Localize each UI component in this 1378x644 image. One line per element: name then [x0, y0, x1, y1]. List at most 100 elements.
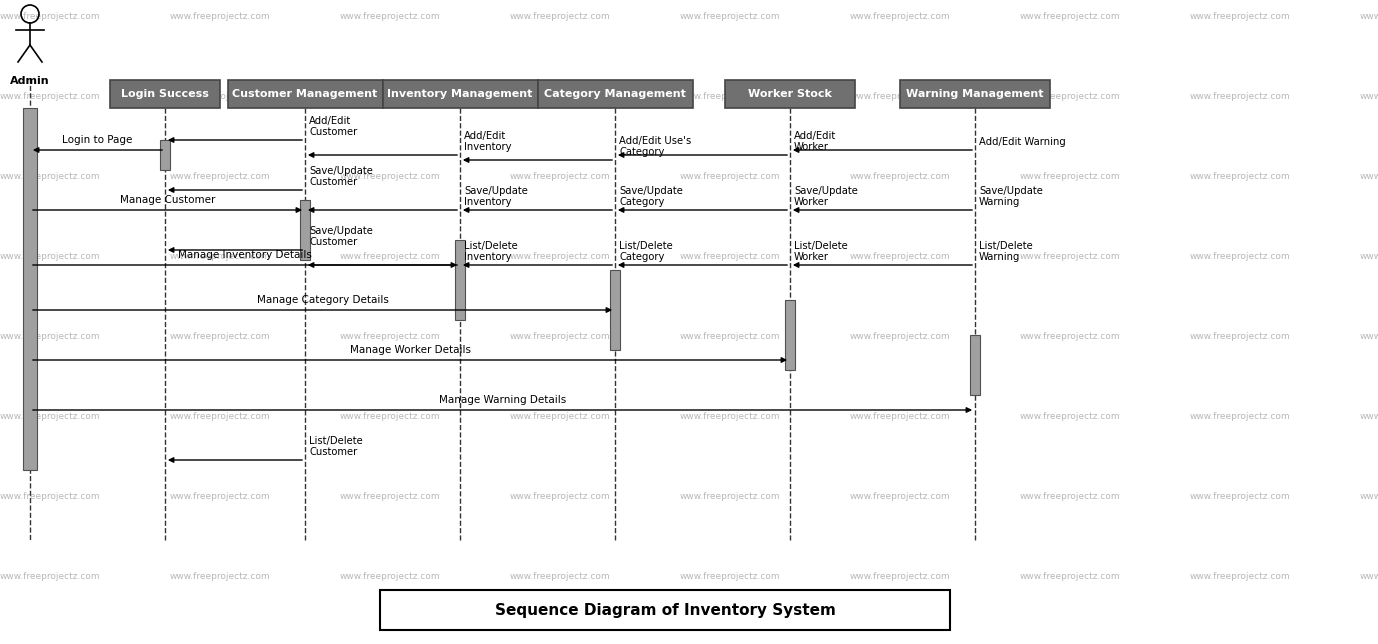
Text: Login Success: Login Success: [121, 89, 209, 99]
Text: www.freeprojectz.com: www.freeprojectz.com: [510, 572, 610, 581]
Text: Add/Edit
Inventory: Add/Edit Inventory: [464, 131, 511, 152]
Text: Save/Update
Customer: Save/Update Customer: [309, 166, 373, 187]
Text: www.freeprojectz.com: www.freeprojectz.com: [510, 92, 610, 101]
Text: www.freeprojectz.com: www.freeprojectz.com: [679, 12, 780, 21]
Text: www.freeprojectz.com: www.freeprojectz.com: [679, 172, 780, 181]
Text: www.freeprojectz.com: www.freeprojectz.com: [1020, 492, 1120, 501]
Text: List/Delete
Warning: List/Delete Warning: [978, 241, 1032, 262]
Text: www.freeprojectz.com: www.freeprojectz.com: [679, 572, 780, 581]
Text: www.freeprojectz.com: www.freeprojectz.com: [340, 172, 441, 181]
Text: Save/Update
Warning: Save/Update Warning: [978, 186, 1043, 207]
Text: www.freeprojectz.com: www.freeprojectz.com: [1020, 412, 1120, 421]
Text: Add/Edit Warning: Add/Edit Warning: [978, 137, 1065, 147]
Text: List/Delete
Inventory: List/Delete Inventory: [464, 241, 518, 262]
Text: www.freeprojectz.com: www.freeprojectz.com: [1191, 412, 1291, 421]
Bar: [383, 80, 537, 108]
Text: www.freeprojectz.com: www.freeprojectz.com: [1360, 412, 1378, 421]
Bar: [455, 240, 464, 320]
Text: Add/Edit
Worker: Add/Edit Worker: [794, 131, 836, 152]
Text: www.freeprojectz.com: www.freeprojectz.com: [1191, 572, 1291, 581]
Text: www.freeprojectz.com: www.freeprojectz.com: [679, 412, 780, 421]
Text: List/Delete
Worker: List/Delete Worker: [794, 241, 847, 262]
Text: www.freeprojectz.com: www.freeprojectz.com: [850, 12, 951, 21]
Bar: [900, 80, 1050, 108]
Text: www.freeprojectz.com: www.freeprojectz.com: [1360, 252, 1378, 261]
Text: Manage Inventory Details: Manage Inventory Details: [178, 250, 311, 260]
Text: www.freeprojectz.com: www.freeprojectz.com: [0, 492, 101, 501]
Text: www.freeprojectz.com: www.freeprojectz.com: [850, 92, 951, 101]
Text: www.freeprojectz.com: www.freeprojectz.com: [169, 492, 270, 501]
Text: www.freeprojectz.com: www.freeprojectz.com: [510, 332, 610, 341]
Bar: [610, 270, 620, 350]
Text: www.freeprojectz.com: www.freeprojectz.com: [340, 92, 441, 101]
Bar: [380, 590, 949, 630]
Bar: [227, 80, 383, 108]
Bar: [537, 80, 693, 108]
Bar: [970, 335, 980, 395]
Text: Customer Management: Customer Management: [233, 89, 378, 99]
Text: Manage Worker Details: Manage Worker Details: [350, 345, 470, 355]
Text: www.freeprojectz.com: www.freeprojectz.com: [0, 12, 101, 21]
Text: www.freeprojectz.com: www.freeprojectz.com: [850, 332, 951, 341]
Text: List/Delete
Category: List/Delete Category: [619, 241, 672, 262]
Text: www.freeprojectz.com: www.freeprojectz.com: [510, 412, 610, 421]
Text: www.freeprojectz.com: www.freeprojectz.com: [1020, 92, 1120, 101]
Text: Save/Update
Worker: Save/Update Worker: [794, 186, 858, 207]
Text: Save/Update
Inventory: Save/Update Inventory: [464, 186, 528, 207]
Text: www.freeprojectz.com: www.freeprojectz.com: [1191, 252, 1291, 261]
Text: www.freeprojectz.com: www.freeprojectz.com: [0, 332, 101, 341]
Text: www.freeprojectz.com: www.freeprojectz.com: [169, 252, 270, 261]
Text: www.freeprojectz.com: www.freeprojectz.com: [1191, 332, 1291, 341]
Text: Category Management: Category Management: [544, 89, 686, 99]
Text: www.freeprojectz.com: www.freeprojectz.com: [1191, 172, 1291, 181]
Text: www.freeprojectz.com: www.freeprojectz.com: [340, 492, 441, 501]
Text: www.freeprojectz.com: www.freeprojectz.com: [340, 332, 441, 341]
Text: Save/Update
Category: Save/Update Category: [619, 186, 683, 207]
Text: www.freeprojectz.com: www.freeprojectz.com: [1020, 172, 1120, 181]
Text: Inventory Management: Inventory Management: [387, 89, 533, 99]
Text: List/Delete
Customer: List/Delete Customer: [309, 436, 362, 457]
Text: www.freeprojectz.com: www.freeprojectz.com: [679, 252, 780, 261]
Text: www.freeprojectz.com: www.freeprojectz.com: [679, 492, 780, 501]
Text: www.freeprojectz.com: www.freeprojectz.com: [169, 332, 270, 341]
Bar: [725, 80, 854, 108]
Text: www.freeprojectz.com: www.freeprojectz.com: [1360, 492, 1378, 501]
Text: www.freeprojectz.com: www.freeprojectz.com: [850, 572, 951, 581]
Text: www.freeprojectz.com: www.freeprojectz.com: [0, 572, 101, 581]
Text: www.freeprojectz.com: www.freeprojectz.com: [510, 172, 610, 181]
Text: www.freeprojectz.com: www.freeprojectz.com: [679, 92, 780, 101]
Text: www.freeprojectz.com: www.freeprojectz.com: [0, 92, 101, 101]
Text: www.freeprojectz.com: www.freeprojectz.com: [169, 92, 270, 101]
Text: www.freeprojectz.com: www.freeprojectz.com: [169, 412, 270, 421]
Text: Manage Customer: Manage Customer: [120, 195, 215, 205]
Text: www.freeprojectz.com: www.freeprojectz.com: [850, 412, 951, 421]
Text: www.freeprojectz.com: www.freeprojectz.com: [340, 252, 441, 261]
Text: www.freeprojectz.com: www.freeprojectz.com: [1020, 252, 1120, 261]
Text: www.freeprojectz.com: www.freeprojectz.com: [0, 172, 101, 181]
Text: Login to Page: Login to Page: [62, 135, 132, 145]
Text: www.freeprojectz.com: www.freeprojectz.com: [169, 172, 270, 181]
Text: Warning Management: Warning Management: [907, 89, 1043, 99]
Text: www.freeprojectz.com: www.freeprojectz.com: [340, 412, 441, 421]
Bar: [300, 200, 310, 260]
Text: www.freeprojectz.com: www.freeprojectz.com: [0, 412, 101, 421]
Text: www.freeprojectz.com: www.freeprojectz.com: [1360, 332, 1378, 341]
Text: www.freeprojectz.com: www.freeprojectz.com: [0, 252, 101, 261]
Bar: [160, 140, 169, 170]
Text: www.freeprojectz.com: www.freeprojectz.com: [1020, 332, 1120, 341]
Text: www.freeprojectz.com: www.freeprojectz.com: [1020, 572, 1120, 581]
Text: Sequence Diagram of Inventory System: Sequence Diagram of Inventory System: [495, 603, 835, 618]
Text: www.freeprojectz.com: www.freeprojectz.com: [850, 252, 951, 261]
Text: Worker Stock: Worker Stock: [748, 89, 832, 99]
Bar: [23, 108, 37, 470]
Text: www.freeprojectz.com: www.freeprojectz.com: [510, 252, 610, 261]
Text: Add/Edit
Customer: Add/Edit Customer: [309, 116, 357, 137]
Text: www.freeprojectz.com: www.freeprojectz.com: [1360, 92, 1378, 101]
Text: www.freeprojectz.com: www.freeprojectz.com: [340, 12, 441, 21]
Text: www.freeprojectz.com: www.freeprojectz.com: [1191, 92, 1291, 101]
Text: www.freeprojectz.com: www.freeprojectz.com: [169, 572, 270, 581]
Text: www.freeprojectz.com: www.freeprojectz.com: [850, 492, 951, 501]
Bar: [110, 80, 220, 108]
Text: Manage Warning Details: Manage Warning Details: [438, 395, 566, 405]
Text: www.freeprojectz.com: www.freeprojectz.com: [1360, 172, 1378, 181]
